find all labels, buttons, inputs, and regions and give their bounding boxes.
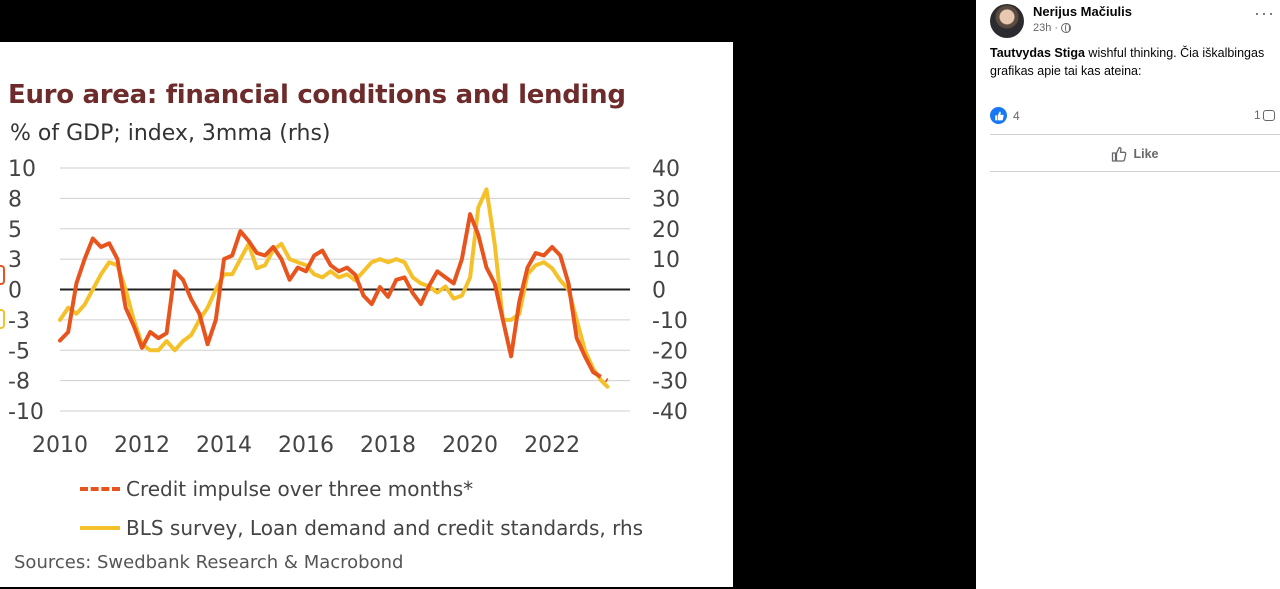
like-reaction-icon <box>990 107 1007 124</box>
more-options-icon[interactable]: ··· <box>1254 3 1275 23</box>
post-panel: Nerijus Mačiulis 23h · ··· Tautvydas Sti… <box>976 0 1280 589</box>
y-left-tick-label: -10 <box>8 400 44 425</box>
legend-swatch-orange-dashed <box>80 487 120 491</box>
like-label: Like <box>1133 147 1159 161</box>
y-right-tick-label: 20 <box>652 218 680 243</box>
series-line-credit-impulse <box>58 212 600 377</box>
divider <box>990 134 1280 135</box>
comment-icon <box>1262 109 1275 121</box>
cropped-marker <box>0 309 5 329</box>
reaction-count: 4 <box>1013 108 1020 123</box>
legend-item-credit-impulse: Credit impulse over three months* <box>80 477 473 501</box>
author-name[interactable]: Nerijus Mačiulis <box>1033 4 1132 19</box>
x-tick-label: 2012 <box>114 433 170 458</box>
y-right-tick-label: -20 <box>652 339 688 364</box>
line-chart: 10 40 8 30 5 20 3 10 0 0 -3 -10 -5 -20 -8 -30 -10 -40 2010… <box>0 157 688 458</box>
x-tick-label: 2014 <box>196 433 252 458</box>
y-right-tick-label: 10 <box>652 248 680 273</box>
post-time[interactable]: 23h <box>1033 22 1052 34</box>
legend-label: BLS survey, Loan demand and credit stand… <box>126 516 644 540</box>
x-tick-label: 2016 <box>278 433 334 458</box>
chart-source: Sources: Swedbank Research & Macrobond <box>14 552 404 573</box>
y-right-tick-label: -10 <box>652 309 688 334</box>
y-right-tick-label: -30 <box>652 370 688 395</box>
y-left-tick-label: 5 <box>8 218 22 243</box>
y-right-tick-label: 0 <box>652 279 666 304</box>
comment-author[interactable]: Tautvydas Stiga <box>990 46 1085 60</box>
separator-dot: · <box>1054 22 1059 34</box>
like-button[interactable]: Like <box>990 139 1280 169</box>
globe-icon <box>1061 23 1072 33</box>
comment-text: Tautvydas Stiga wishful thinking. Čia iš… <box>990 44 1280 80</box>
x-tick-label: 2020 <box>442 433 498 458</box>
y-left-tick-label: 0 <box>8 279 22 304</box>
y-left-tick-label: 3 <box>8 248 22 273</box>
divider <box>990 171 1280 172</box>
comment-count-value: 1 <box>1254 108 1261 122</box>
avatar[interactable] <box>990 4 1024 38</box>
y-right-tick-label: -40 <box>652 400 688 425</box>
series-line-bls-survey <box>58 187 610 389</box>
post-meta: 23h · <box>1033 22 1072 34</box>
chart-title: Euro area: financial conditions and lend… <box>8 80 626 110</box>
comment-body: wishful thinking. Čia iškalbingas grafik… <box>990 46 1265 78</box>
thumbs-up-icon <box>1112 146 1127 162</box>
photo-viewer: 10 40 8 30 5 20 3 10 0 0 -3 -10 -5 -20 -8 -30 -10 -40 2010… <box>0 42 733 587</box>
legend-item-bls-survey: BLS survey, Loan demand and credit stand… <box>80 516 643 540</box>
y-left-tick-label: 10 <box>8 157 36 182</box>
chart-subtitle: % of GDP; index, 3mma (rhs) <box>10 121 331 146</box>
y-left-tick-label: -3 <box>8 309 30 334</box>
reaction-summary[interactable]: 4 <box>990 107 1020 124</box>
y-right-tick-label: 30 <box>652 187 680 212</box>
x-tick-label: 2022 <box>524 433 580 458</box>
legend-swatch-yellow <box>80 526 120 530</box>
y-right-tick-label: 40 <box>652 157 680 182</box>
y-left-tick-label: -8 <box>8 370 30 395</box>
cropped-marker <box>0 265 5 285</box>
comments-count[interactable]: 1 <box>1254 108 1275 122</box>
y-left-tick-label: 8 <box>8 187 22 212</box>
y-left-tick-label: -5 <box>8 339 30 364</box>
x-tick-label: 2010 <box>32 433 88 458</box>
legend-label: Credit impulse over three months* <box>126 477 474 501</box>
x-tick-label: 2018 <box>360 433 416 458</box>
series-line-credit-impulse-forecast <box>592 370 609 383</box>
chart-image <box>0 42 733 587</box>
